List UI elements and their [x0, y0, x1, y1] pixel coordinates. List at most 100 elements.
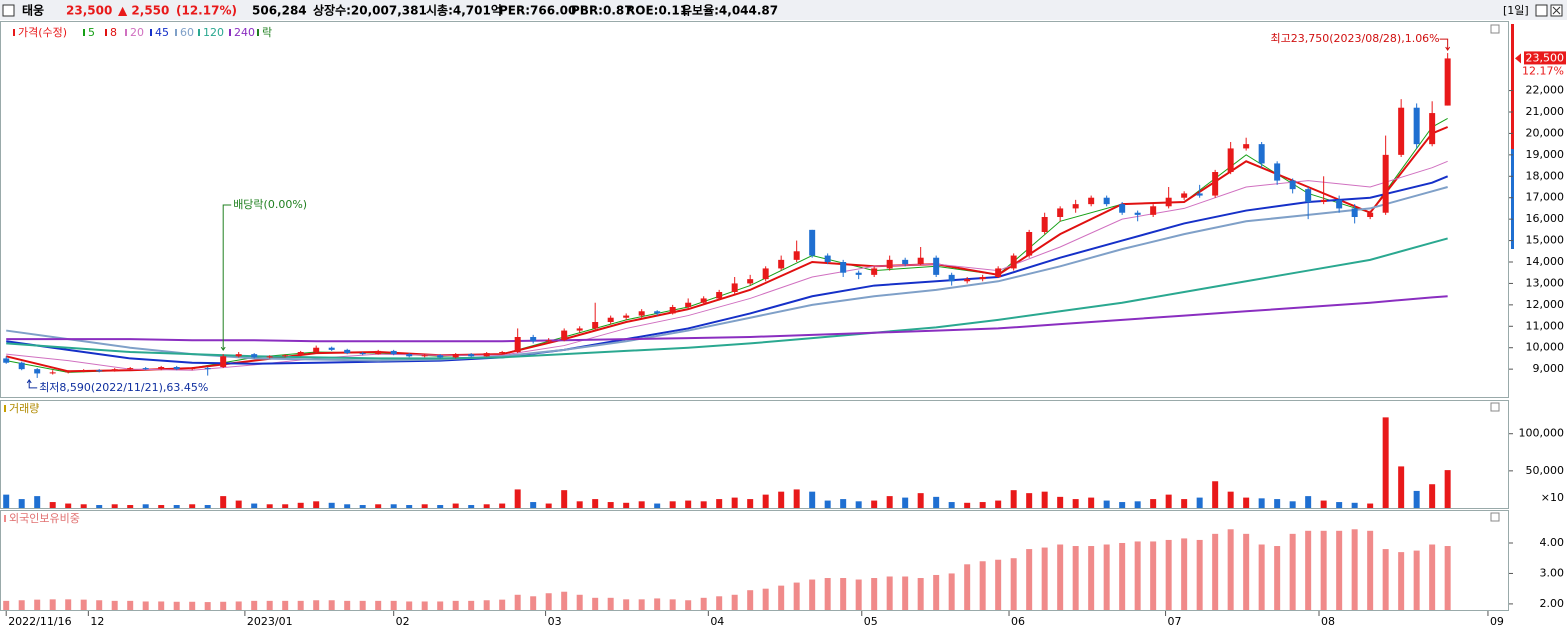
foreign-bar [1227, 529, 1234, 610]
volume-bar [592, 499, 599, 508]
volume-bar [80, 504, 87, 508]
candle-body [995, 268, 1002, 277]
foreign-bar [607, 597, 614, 610]
volume-bar [142, 504, 149, 508]
legend-swatch [125, 29, 127, 36]
volume-bar [313, 501, 320, 508]
candle-body [1072, 204, 1079, 209]
foreign-bar [638, 599, 645, 610]
candle-body [948, 274, 955, 282]
candle-body [297, 352, 304, 356]
volume-bar [700, 501, 707, 508]
legend-swatch [83, 29, 85, 36]
x-tick-label: 04 [710, 615, 724, 628]
foreign-bar [359, 600, 366, 610]
unit-label: ×10 [1541, 491, 1564, 504]
candle-body [80, 370, 87, 372]
volume-bar [127, 505, 134, 508]
candle-body [220, 356, 227, 367]
x-tick-label: 03 [548, 615, 562, 628]
price-panel [0, 21, 1509, 398]
foreign-bar [747, 590, 754, 610]
volume-bar [933, 496, 940, 508]
panel-button[interactable] [1490, 24, 1500, 34]
foreign-bar [1398, 552, 1405, 610]
volume-bar [220, 496, 227, 508]
volume-bar [871, 500, 878, 508]
candle-body [1165, 197, 1172, 207]
volume-bar [1119, 502, 1126, 508]
foreign-bar [406, 601, 413, 610]
foreign-bar [1103, 544, 1110, 610]
volume-bar [1212, 481, 1219, 508]
volume-bar [685, 500, 692, 508]
candle-body [1444, 58, 1451, 106]
candle-body [375, 350, 382, 355]
foreign-bar [933, 574, 940, 610]
candle-body [468, 354, 475, 357]
candle-body [189, 368, 196, 370]
candle-body [809, 229, 816, 256]
volume-bar [204, 505, 211, 508]
price: 23,500 [66, 4, 112, 18]
panel-label: 거래량 [9, 402, 39, 415]
foreign-bar [762, 588, 769, 610]
panel-button[interactable] [1490, 512, 1500, 522]
volume-bar [1413, 490, 1420, 508]
ma-line [6, 160, 1448, 371]
y-tick-label: 3.00 [1540, 566, 1565, 579]
volume-bar [716, 499, 723, 508]
legend-swatch [150, 29, 152, 36]
volume-bar [1057, 496, 1064, 508]
volume-bar [824, 500, 831, 508]
candle-body [18, 362, 25, 370]
volume-bar [561, 490, 568, 508]
checkbox[interactable] [2, 4, 15, 17]
volume-bar [762, 494, 769, 508]
candle-body [421, 355, 428, 357]
candle-body [886, 259, 893, 269]
volume-bar [65, 503, 72, 508]
volume-bar [18, 499, 25, 508]
foreign-bar [127, 600, 134, 610]
foreign-bar [1041, 547, 1048, 610]
volume-bar [1026, 493, 1033, 508]
x-tick-label: 07 [1168, 615, 1182, 628]
candle-body [1181, 193, 1188, 198]
foreign-bar [793, 582, 800, 610]
foreign-bar [530, 596, 537, 610]
candle-body [96, 370, 103, 372]
volume-bar [375, 504, 382, 508]
volume-bar [1243, 497, 1250, 508]
y-tick-label: 13,000 [1526, 276, 1565, 289]
volume-bar [1274, 499, 1281, 508]
foreign-bar [1026, 549, 1033, 610]
change-label: 12.17% [1522, 64, 1564, 77]
foreign-bar [840, 578, 847, 610]
foreign-bar [1429, 544, 1436, 610]
candle-body [1026, 232, 1033, 256]
y-tick-label: 100,000 [1519, 427, 1565, 440]
candle-body [173, 367, 180, 370]
volume-bar [189, 504, 196, 508]
panel-button[interactable] [1490, 402, 1500, 412]
candle-body [1041, 217, 1048, 232]
volume-bar [483, 504, 490, 508]
legend-label: 가격(수정) [18, 26, 67, 39]
volume-bar [1041, 491, 1048, 508]
x-tick-label: 12 [90, 615, 104, 628]
candle-body [1119, 204, 1126, 213]
volume-bar [1382, 417, 1389, 508]
candle-body [700, 298, 707, 303]
foreign-bar [778, 585, 785, 610]
candle-body [142, 368, 149, 370]
candle-body [855, 272, 862, 275]
candle-body [49, 372, 56, 374]
period[interactable]: [1일] [1503, 3, 1529, 17]
market-cap: 시총:4,701억 [426, 3, 502, 18]
volume-bar [979, 502, 986, 508]
foreign-bar [1336, 530, 1343, 610]
maximize-button[interactable] [1535, 4, 1548, 17]
candle-body [359, 353, 366, 355]
candle-body [406, 354, 413, 357]
